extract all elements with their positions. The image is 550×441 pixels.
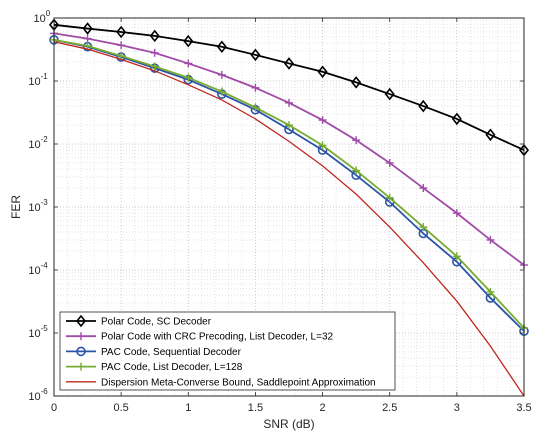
legend-label: Polar Code, SC Decoder (101, 317, 212, 328)
y-tick-exponent: -2 (41, 135, 49, 144)
series-4-point (385, 193, 394, 202)
series-4-point (150, 62, 159, 71)
series-4-point (452, 252, 461, 261)
legend-swatch-marker (75, 314, 87, 328)
y-tick-label: 10 (28, 265, 40, 277)
series-1 (48, 18, 530, 157)
series-4-point (117, 51, 126, 60)
series-2-point (318, 116, 327, 125)
legend-entry-2: Polar Code with CRC Precoding, List Deco… (66, 332, 334, 343)
y-axis-label: FER (9, 195, 23, 219)
series-2-point (452, 209, 461, 218)
legend-entry-4: PAC Code, List Decoder, L=128 (66, 362, 243, 373)
series-2-point (83, 34, 92, 43)
y-tick-exponent: -1 (41, 72, 49, 81)
y-tick-exponent: -6 (41, 387, 49, 396)
series-2-point (285, 98, 293, 107)
legend-box (59, 311, 396, 391)
y-tick-exponent: -5 (41, 324, 49, 333)
legend-label: Dispersion Meta-Converse Bound, Saddlepo… (101, 377, 376, 388)
y-tick-exponent: -3 (41, 198, 49, 207)
legend-swatch-marker (77, 362, 85, 371)
y-tick-label: 10 (28, 391, 40, 403)
x-tick-label: 1 (185, 402, 191, 414)
y-tick-label: 10 (28, 202, 40, 214)
legend-swatch-marker (77, 332, 85, 341)
x-tick-label: 2 (320, 402, 326, 414)
series-1-point (183, 34, 194, 48)
legend-label: PAC Code, Sequential Decoder (101, 347, 242, 358)
series-2-point (419, 184, 428, 193)
series-4-point (251, 103, 260, 112)
legend-swatch-marker (76, 346, 86, 357)
series-layer (48, 18, 530, 397)
legend-label: Polar Code with CRC Precoding, List Deco… (101, 332, 334, 343)
series-2-point (184, 59, 193, 68)
y-tick-exponent: -4 (41, 261, 49, 270)
series-4-point (486, 287, 495, 296)
series-2-point (385, 158, 394, 167)
series-2-point (352, 136, 361, 145)
y-tick-exponent: 0 (46, 9, 51, 18)
series-1-point (451, 112, 462, 126)
x-tick-label: 0 (51, 402, 57, 414)
y-tick-label: 10 (34, 13, 46, 25)
legend: Polar Code, SC Decoder Polar Code with CR… (59, 311, 396, 391)
series-4-point (352, 166, 361, 175)
series-4-point (419, 223, 428, 232)
series-4-point (217, 87, 226, 96)
legend-entry-5: Dispersion Meta-Converse Bound, Saddlepo… (66, 377, 376, 388)
legend-entry-3: PAC Code, Sequential Decoder (66, 346, 242, 358)
x-tick-label: 3.5 (516, 402, 531, 414)
series-4-point (318, 141, 327, 150)
y-tick-label: 10 (28, 328, 40, 340)
series-1-point (216, 40, 227, 54)
series-1-point (384, 87, 395, 101)
series-1-point (418, 99, 429, 113)
x-axis-label: SNR (dB) (263, 417, 314, 431)
series-2-point (217, 70, 226, 79)
axis-ticks: 0 0.5 1 1.5 2 2.5 3 3.510 010 -110 -210 -310 -410 -51… (28, 9, 531, 414)
x-tick-label: 3 (454, 402, 460, 414)
series-1-point (351, 76, 362, 89)
series-2-point (251, 83, 260, 92)
legend-entry-1: Polar Code, SC Decoder (66, 314, 212, 328)
series-2-point (117, 41, 126, 50)
series-4-point (184, 73, 193, 82)
series-5-line (53, 41, 525, 397)
series-1-point (82, 22, 93, 35)
series-2-point (150, 48, 159, 57)
x-tick-label: 1.5 (248, 402, 263, 414)
series-1-point (317, 65, 328, 79)
y-tick-label: 10 (28, 139, 40, 151)
series-4-point (285, 121, 293, 130)
series-1-point (116, 25, 127, 39)
series-1-point (485, 128, 496, 142)
x-tick-label: 0.5 (113, 402, 128, 414)
series-3-line (53, 38, 525, 332)
series-2-point (486, 235, 495, 244)
series-1-line (53, 23, 525, 151)
series-1-point (149, 29, 160, 43)
series-1-point (250, 48, 261, 62)
x-tick-label: 2.5 (382, 402, 397, 414)
series-1-point (283, 57, 295, 70)
legend-label: PAC Code, List Decoder, L=128 (101, 362, 243, 373)
series-5 (53, 41, 525, 397)
y-tick-label: 10 (28, 76, 40, 88)
